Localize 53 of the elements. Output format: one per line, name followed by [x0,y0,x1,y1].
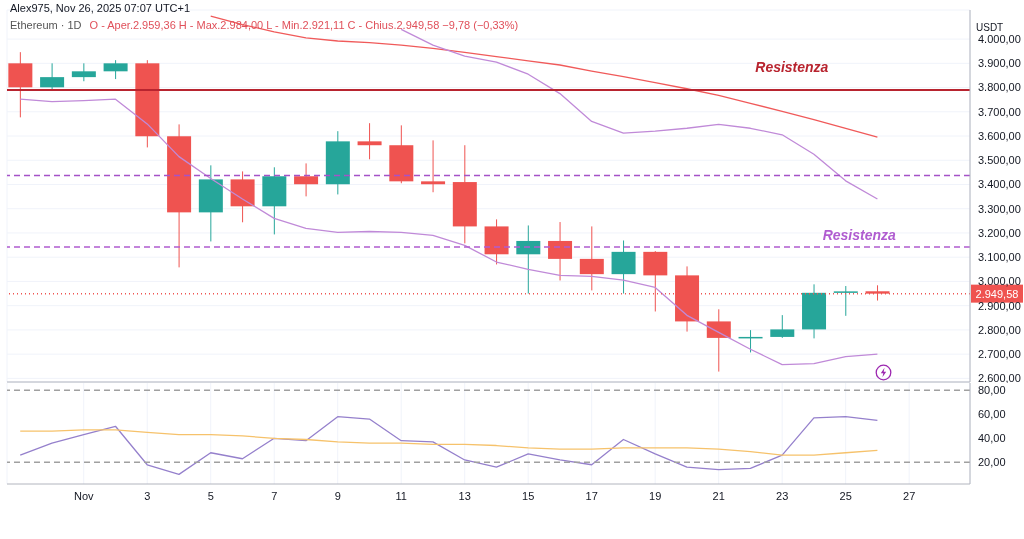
candlestick [8,51,33,118]
ref-line-label: 2.949,58 [975,287,1019,300]
y-tick-label: 60,00 [978,408,1006,421]
y-tick-label: 3.000,00 [978,275,1021,288]
x-tick-label: 17 [585,489,598,502]
x-tick-label: 21 [712,489,725,502]
x-tick-label: 25 [839,489,852,502]
ref-line-label: Resistenza [755,58,829,75]
x-tick-label: 7 [271,489,278,502]
x-tick-label: 3 [144,489,151,502]
y-tick-label: 2.900,00 [978,299,1021,312]
y-tick-label: 3.700,00 [978,105,1021,118]
candlestick [548,221,573,281]
candlestick [40,62,65,90]
candlestick [770,314,795,339]
x-tick-label: Nov [73,489,94,502]
x-tick-label: 5 [207,489,214,502]
y-tick-label: 2.700,00 [978,348,1021,361]
x-tick-label: 19 [649,489,662,502]
y-tick-label: 80,00 [978,384,1006,397]
candlestick [294,162,319,197]
y-tick-label: 3.600,00 [978,129,1021,142]
candlestick [357,122,382,160]
x-tick-label: 23 [776,489,789,502]
annotation: Alex975, Nov 26, 2025 07:07 UTC+1 [10,2,192,14]
y-tick-label: 3.900,00 [978,57,1021,70]
x-tick-label: 27 [903,489,916,502]
y-tick-label: 3.300,00 [978,202,1021,215]
text: Ethereum · 1D [10,19,82,31]
candlestick [611,239,636,295]
y-tick-label: 3.100,00 [978,251,1021,264]
y-tick-label: 2.800,00 [978,323,1021,336]
y-tick-label: 3.200,00 [978,226,1021,239]
y-tick-label: 3.400,00 [978,178,1021,191]
y-tick-label: 3.500,00 [978,154,1021,167]
x-tick-label: 11 [395,489,407,502]
candlestick [706,308,731,373]
y-tick-label: 2.600,00 [978,372,1021,385]
y-tick-label: 20,00 [978,456,1006,469]
candlestick [103,59,128,80]
x-tick-label: 9 [334,489,341,502]
x-tick-label: 15 [522,489,535,502]
ref-line-label: Resistenza [822,227,897,244]
y-tick-label: 40,00 [978,432,1006,445]
line-series [19,416,879,476]
y-tick-label: 3.800,00 [978,81,1021,94]
x-tick-label: 13 [458,489,471,502]
y-tick-label: 4.000,00 [978,32,1021,45]
y-axis-title: USDT [976,22,1004,33]
candlestick [833,285,858,317]
candlestick [421,139,446,193]
candlestick [579,225,604,291]
line-series [19,429,879,456]
